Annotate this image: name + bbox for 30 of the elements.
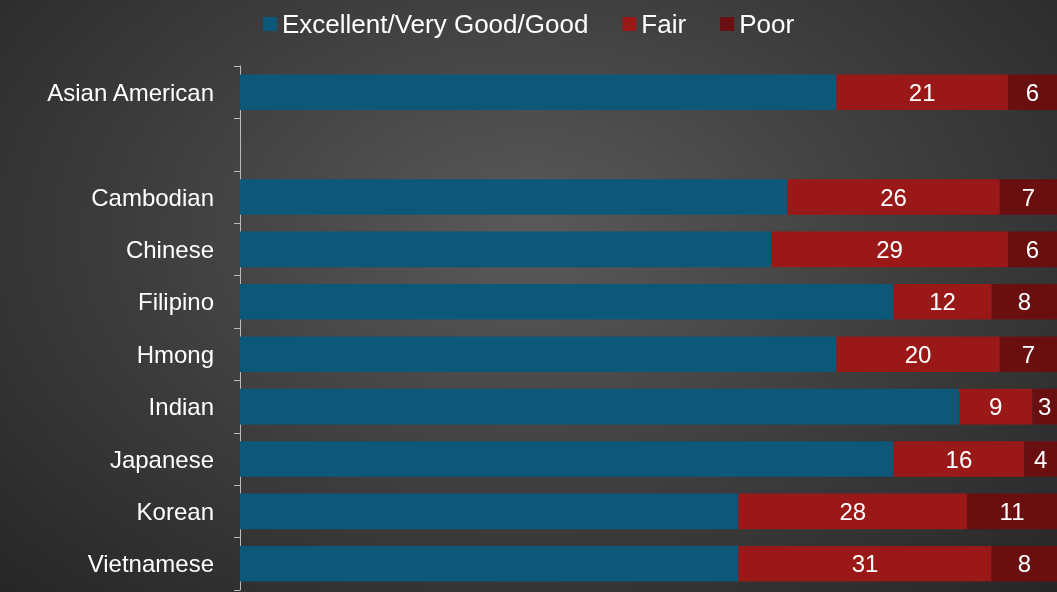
data-label: 4 [1033, 445, 1048, 473]
data-label: 8 [1017, 550, 1031, 578]
y-tick-label: Filipino [137, 288, 214, 316]
data-label: 8 [1017, 288, 1031, 316]
data-label: 21 [908, 78, 936, 106]
data-label: 12 [929, 288, 956, 316]
y-tick-label: Hmong [136, 340, 214, 368]
data-label: 31 [851, 550, 879, 578]
legend-label: Poor [739, 9, 795, 39]
y-tick-label: Chinese [125, 235, 214, 263]
data-label: 6 [1025, 235, 1040, 263]
y-tick-label: Cambodian [91, 183, 214, 211]
legend-label: Excellent/Very Good/Good [281, 9, 589, 39]
data-label: 11 [999, 497, 1025, 525]
legend-label: Fair [641, 9, 687, 39]
data-label: 20 [904, 340, 932, 368]
y-tick-label: Vietnamese [87, 550, 214, 578]
data-label: 26 [880, 183, 907, 211]
y-tick-label: Korean [136, 497, 214, 525]
data-label: 28 [839, 497, 867, 525]
y-tick-label: Japanese [109, 445, 214, 473]
y-tick-label: Asian American [47, 78, 214, 106]
data-label: 7 [1021, 183, 1036, 211]
y-tick-label: Indian [148, 393, 214, 421]
data-label: 16 [945, 445, 973, 473]
data-label: 7 [1021, 340, 1036, 368]
data-label: 9 [989, 393, 1003, 421]
data-label: 6 [1025, 78, 1040, 106]
data-label: 3 [1038, 393, 1052, 421]
data-label: 29 [876, 235, 903, 263]
